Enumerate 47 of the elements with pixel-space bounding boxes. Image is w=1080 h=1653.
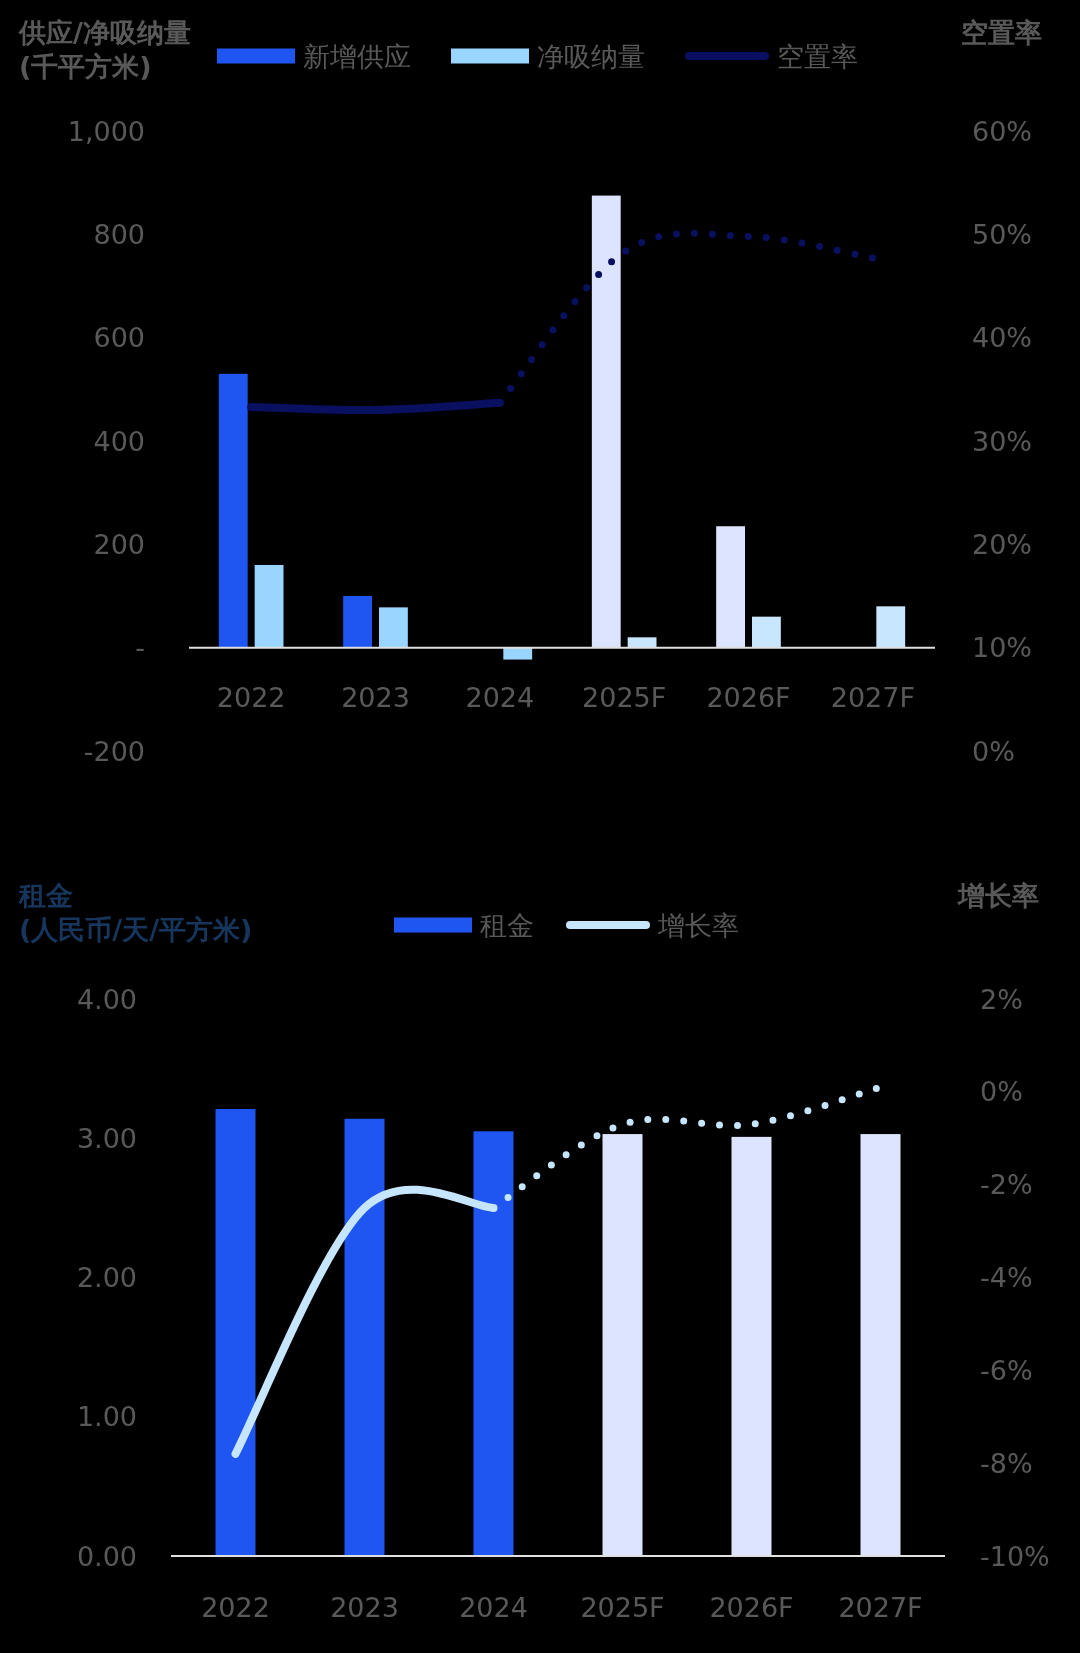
- y-tick: 4.00: [76, 983, 137, 1015]
- y-tick: 1,000: [67, 115, 145, 147]
- y-tick: 200: [93, 528, 145, 560]
- x-tick: 2023: [341, 681, 410, 713]
- x-tick: 2024: [459, 1591, 528, 1623]
- y-tick: 0.00: [76, 1540, 137, 1572]
- y2-tick: -2%: [980, 1169, 1033, 1201]
- y-tick: 800: [93, 218, 145, 250]
- legend-label: 新增供应: [303, 40, 411, 72]
- y2-tick: 30%: [972, 425, 1032, 457]
- y2-tick: 2%: [980, 983, 1023, 1015]
- x-tick: 2026F: [709, 1591, 794, 1623]
- y2-tick: 20%: [972, 528, 1032, 560]
- y2-tick: 50%: [972, 218, 1032, 250]
- y2-tick: -8%: [980, 1447, 1033, 1479]
- y2-tick: 0%: [980, 1076, 1023, 1108]
- y2-tick: 10%: [972, 632, 1032, 664]
- x-tick: 2027F: [830, 681, 915, 713]
- y2-tick: 40%: [972, 322, 1032, 354]
- y-tick: 600: [93, 322, 145, 354]
- legend-label: 增长率: [658, 909, 739, 941]
- legend-label: 租金: [480, 909, 534, 941]
- y-tick: 400: [93, 425, 145, 457]
- y2-tick: 0%: [972, 735, 1015, 767]
- x-tick: 2022: [201, 1591, 270, 1623]
- y-title: 供应/净吸纳量 (千平方米): [19, 16, 191, 82]
- x-tick: 2022: [216, 681, 286, 713]
- y2-tick: -6%: [980, 1354, 1033, 1386]
- x-tick: 2027F: [838, 1591, 923, 1623]
- x-tick: 2025F: [582, 681, 667, 713]
- y2-tick: 60%: [972, 115, 1032, 147]
- x-tick: 2026F: [706, 681, 791, 713]
- y2-title: 增长率: [958, 879, 1039, 911]
- y-tick: 1.00: [76, 1401, 137, 1433]
- y-title: 租金 (人民币/天/平方米): [19, 879, 253, 945]
- legend-label: 净吸纳量: [537, 40, 645, 72]
- x-tick: 2023: [330, 1591, 399, 1623]
- y-tick: 2.00: [76, 1262, 137, 1293]
- y2-tick: -10%: [980, 1540, 1050, 1572]
- y-tick: -: [135, 632, 145, 664]
- y-tick: 3.00: [76, 1122, 137, 1154]
- x-tick: 2024: [465, 681, 535, 713]
- legend-label: 空置率: [777, 40, 858, 72]
- y2-tick: -4%: [980, 1262, 1033, 1293]
- y2-title: 空置率: [961, 16, 1042, 48]
- x-tick: 2025F: [580, 1591, 665, 1623]
- y-tick: -200: [83, 735, 145, 767]
